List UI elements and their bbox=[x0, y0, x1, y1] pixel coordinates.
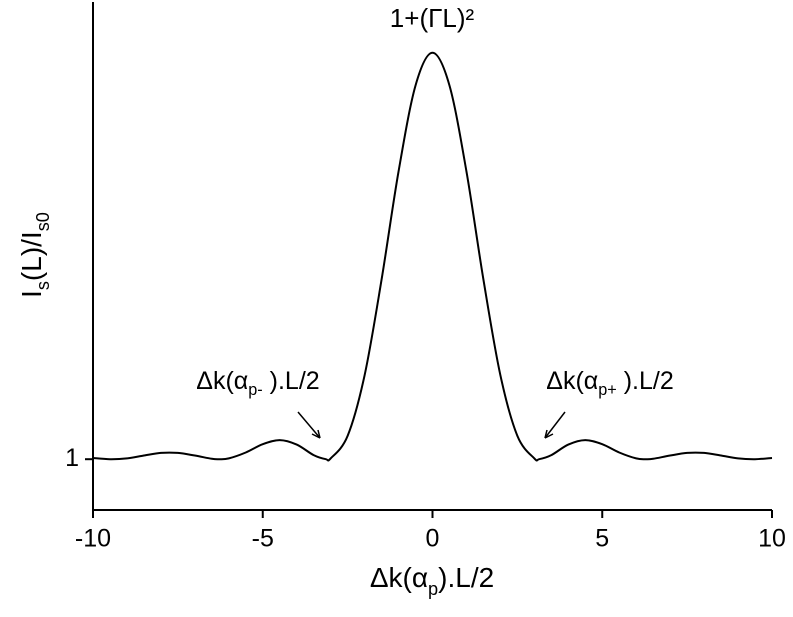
label-part: ).L/2 bbox=[617, 367, 674, 395]
peak-label: 1+(ΓL)² bbox=[390, 3, 475, 33]
x-tick-label: -10 bbox=[75, 525, 111, 553]
label-part: Δk(α bbox=[196, 367, 248, 395]
subscript: p+ bbox=[598, 381, 617, 399]
arrow bbox=[544, 411, 566, 439]
subscript: s bbox=[33, 281, 53, 290]
x-tick-label: 0 bbox=[426, 525, 440, 553]
y-tick-label: 1 bbox=[65, 444, 79, 472]
subscript: p- bbox=[248, 381, 262, 399]
x-tick-label: 5 bbox=[595, 525, 609, 553]
label-part: Δk(α bbox=[370, 562, 428, 593]
annotation: Δk(αp- ).L/2 bbox=[196, 367, 319, 400]
label-part: Δk(α bbox=[546, 367, 598, 395]
subscript: p bbox=[428, 579, 438, 599]
x-axis-label: Δk(αp).L/2 bbox=[370, 562, 494, 598]
label-part: (L)/I bbox=[16, 231, 47, 281]
subscript: s0 bbox=[33, 212, 53, 231]
arrows bbox=[297, 411, 566, 439]
x-tick-label: -5 bbox=[252, 525, 274, 553]
line bbox=[92, 51, 773, 462]
x-tick-label: 10 bbox=[758, 525, 786, 553]
annotation: Δk(αp+ ).L/2 bbox=[546, 367, 674, 400]
arrow bbox=[297, 411, 321, 439]
label-part: I bbox=[16, 290, 47, 298]
label-part: ).L/2 bbox=[438, 562, 494, 593]
y-axis-label: Is(L)/Is0 bbox=[16, 212, 52, 298]
label-part: ).L/2 bbox=[263, 367, 320, 395]
arrow-head bbox=[544, 429, 554, 439]
arrow-head bbox=[311, 429, 321, 439]
